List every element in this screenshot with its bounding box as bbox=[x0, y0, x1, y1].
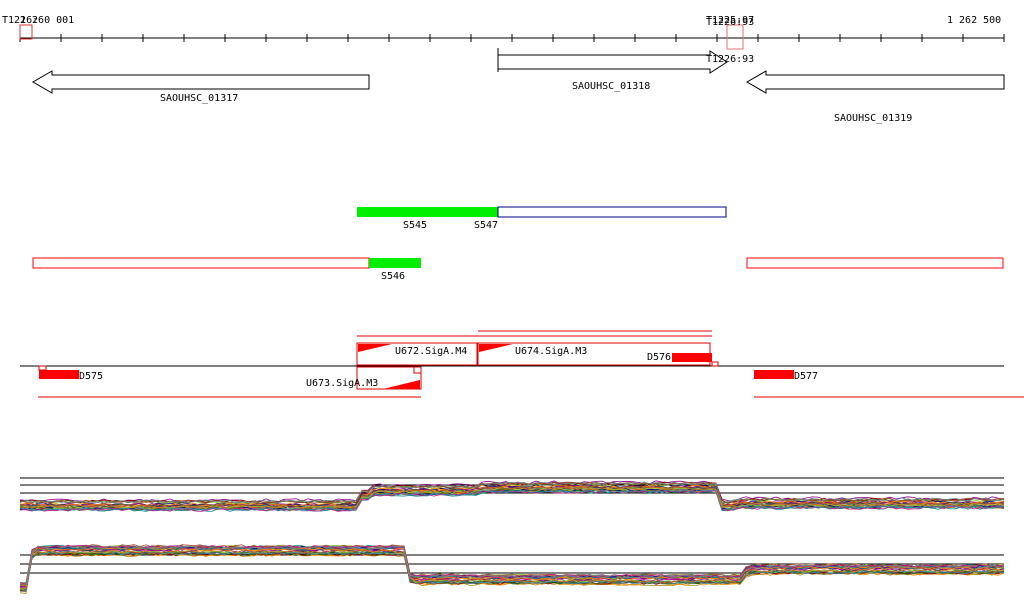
ruler-end-label: 1 262 500 bbox=[947, 15, 1001, 26]
feature-d576[interactable]: D576 bbox=[647, 352, 719, 367]
feature-label-d577: D577 bbox=[794, 371, 818, 382]
feature-d577[interactable]: D577 bbox=[754, 370, 818, 382]
tss-label-left: T1226: bbox=[2, 15, 38, 26]
tss-label-right-a: T1225:97 bbox=[706, 15, 754, 26]
feature-track: U672.SigA.M4 U674.SigA.M3 D576 D575 U673… bbox=[20, 330, 1024, 398]
expression-track-minus bbox=[19, 544, 1005, 594]
expression-profile-line bbox=[19, 546, 1005, 586]
coordinate-ruler: T1226: 1 260 001 T1225:97 T1226:93 1 262… bbox=[2, 15, 1005, 50]
segment-s545[interactable] bbox=[357, 207, 498, 217]
feature-label-d575: D575 bbox=[79, 371, 103, 382]
tss-label-mid: T1226:93 bbox=[706, 54, 754, 65]
expression-track-plus bbox=[19, 477, 1005, 512]
segment-label-s546: S546 bbox=[381, 271, 405, 282]
gene-arrow-saouhsc-01317[interactable] bbox=[32, 70, 370, 94]
gene-track: SAOUHSC_01317 T1226:93 SAOUHSC_01318 SAO… bbox=[32, 48, 1005, 124]
segment-label-s547: S547 bbox=[474, 220, 498, 231]
expression-profile-line bbox=[19, 547, 1005, 586]
expression-profile-line bbox=[19, 545, 1005, 586]
feature-u673[interactable]: U673.SigA.M3 bbox=[306, 366, 422, 390]
feature-label-u673: U673.SigA.M3 bbox=[306, 378, 378, 389]
expression-profile-line bbox=[20, 489, 1005, 512]
gene-arrow-saouhsc-01319[interactable] bbox=[746, 70, 1005, 94]
expression-profile-line bbox=[19, 481, 1005, 504]
feature-u672[interactable]: U672.SigA.M4 bbox=[356, 342, 478, 366]
expression-profile-line bbox=[19, 549, 1004, 590]
feature-d575[interactable]: D575 bbox=[38, 365, 103, 382]
segment-s546[interactable] bbox=[369, 258, 421, 268]
feature-label-d576: D576 bbox=[647, 352, 671, 363]
segment-outline-blue[interactable] bbox=[497, 206, 727, 218]
expression-profile-line bbox=[19, 486, 1005, 509]
gene-label-saouhsc-01319: SAOUHSC_01319 bbox=[834, 113, 912, 124]
tss-marker-right[interactable] bbox=[726, 24, 744, 50]
gene-label-saouhsc-01318: SAOUHSC_01318 bbox=[572, 81, 650, 92]
tss-label-right-b: T1226:93 bbox=[706, 17, 754, 28]
expression-profile-line bbox=[19, 490, 1005, 512]
segment-track: S545 S547 S546 bbox=[32, 206, 1004, 282]
tss-marker-left[interactable] bbox=[19, 24, 33, 40]
gene-label-saouhsc-01317: SAOUHSC_01317 bbox=[160, 93, 238, 104]
segment-outline-red-left[interactable] bbox=[32, 257, 370, 269]
expression-profile-line bbox=[19, 551, 1005, 592]
expression-profile-line bbox=[19, 482, 1005, 505]
ruler-start-label: 1 260 001 bbox=[20, 15, 74, 26]
feature-label-u674: U674.SigA.M3 bbox=[515, 346, 587, 357]
gene-arrow-saouhsc-01318[interactable] bbox=[497, 50, 728, 74]
feature-label-u672: U672.SigA.M4 bbox=[395, 346, 467, 357]
segment-label-s545: S545 bbox=[403, 220, 427, 231]
segment-outline-red-right[interactable] bbox=[746, 257, 1004, 269]
expression-profile-line bbox=[19, 547, 1005, 588]
expression-profile-line bbox=[19, 489, 1005, 512]
